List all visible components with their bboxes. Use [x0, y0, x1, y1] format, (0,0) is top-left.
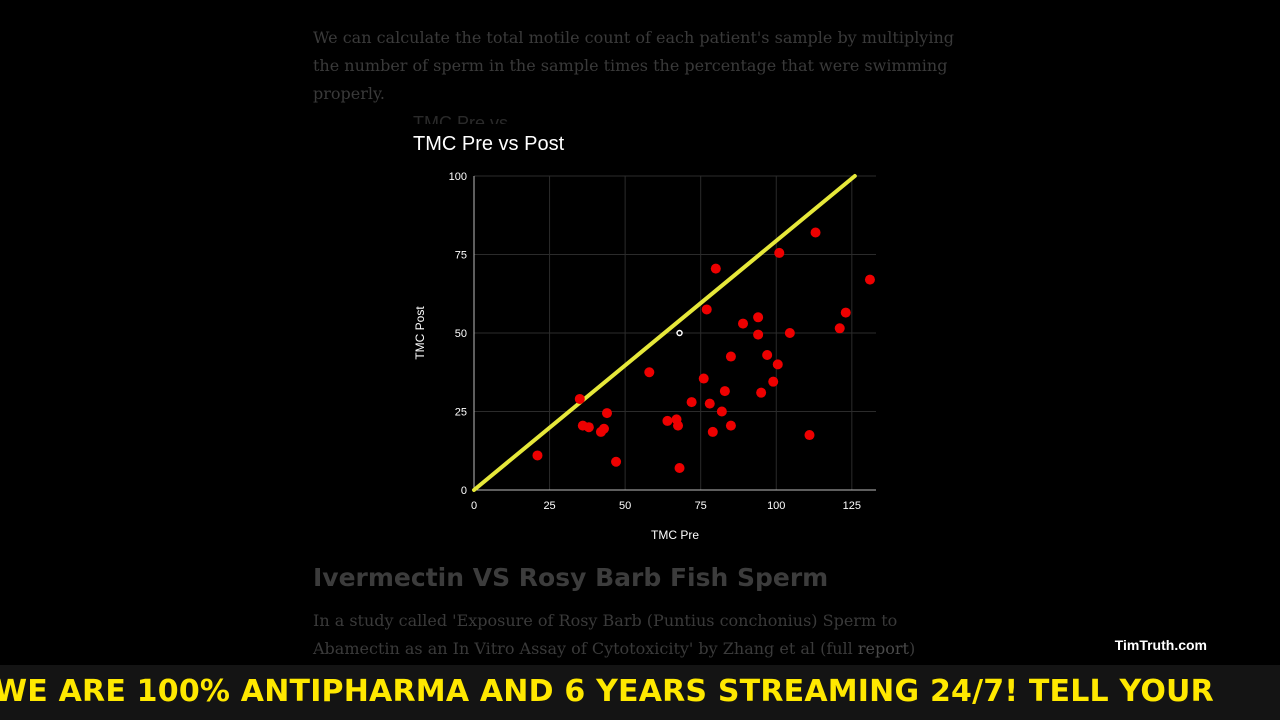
data-point — [601, 408, 612, 419]
reference-line-y-equals-x — [472, 174, 857, 492]
watermark-label: TimTruth.com — [1114, 637, 1207, 653]
ticker-text: WE ARE 100% ANTIPHARMA AND 6 YEARS STREA… — [0, 674, 1214, 709]
x-axis-label: TMC Pre — [651, 528, 699, 542]
data-point — [774, 247, 785, 258]
y-tick-label: 100 — [449, 171, 467, 183]
data-point — [598, 423, 609, 434]
y-tick-label: 25 — [455, 407, 467, 419]
ghost-chart-title: TMC Pre vs Post — [413, 113, 509, 124]
data-point — [532, 450, 543, 461]
x-tick-label: 50 — [619, 500, 631, 512]
x-tick-label: 100 — [767, 500, 785, 512]
data-point — [686, 397, 697, 408]
data-point — [716, 406, 727, 417]
data-point — [804, 430, 815, 441]
news-ticker-bar: WE ARE 100% ANTIPHARMA AND 6 YEARS STREA… — [0, 665, 1280, 720]
y-tick-label: 0 — [461, 485, 467, 497]
data-point — [719, 386, 730, 397]
data-point — [768, 376, 779, 387]
article-section-heading: Ivermectin VS Rosy Barb Fish Sperm — [313, 563, 829, 592]
data-point — [574, 393, 585, 404]
data-point — [753, 329, 764, 340]
data-point — [698, 373, 709, 384]
article-intro-paragraph: We can calculate the total motile count … — [313, 28, 955, 103]
highlight-point — [676, 329, 683, 337]
data-point — [762, 349, 773, 360]
x-tick-label: 0 — [471, 500, 477, 512]
data-point — [611, 456, 622, 467]
data-point — [674, 463, 685, 474]
data-point — [673, 420, 684, 431]
data-point — [710, 263, 721, 274]
data-point — [834, 323, 845, 334]
body-text-end: ) — [908, 639, 916, 658]
data-point — [864, 274, 875, 285]
y-axis-label: TMC Post — [413, 306, 427, 360]
data-point — [644, 367, 655, 378]
data-point — [738, 318, 749, 329]
chart-title: TMC Pre vs Post — [413, 133, 565, 155]
data-point — [725, 420, 736, 431]
article-body-paragraph: In a study called 'Exposure of Rosy Barb… — [313, 607, 963, 663]
report-link[interactable]: report — [857, 639, 909, 658]
body-text-start: In a study called 'Exposure of Rosy Barb… — [313, 611, 898, 658]
x-tick-label: 25 — [543, 500, 555, 512]
data-point — [701, 304, 712, 315]
data-point — [810, 227, 821, 238]
data-point — [756, 387, 767, 398]
data-point — [704, 398, 715, 409]
y-tick-label: 75 — [455, 250, 467, 262]
data-point — [707, 426, 718, 437]
data-point — [784, 328, 795, 338]
data-point — [840, 307, 851, 318]
data-point — [753, 312, 764, 323]
data-point — [662, 415, 673, 426]
x-tick-label: 125 — [843, 500, 861, 512]
data-point — [772, 359, 783, 370]
x-tick-label: 75 — [695, 500, 707, 512]
data-point — [725, 351, 736, 362]
y-tick-label: 50 — [455, 328, 467, 340]
data-point — [583, 422, 594, 433]
